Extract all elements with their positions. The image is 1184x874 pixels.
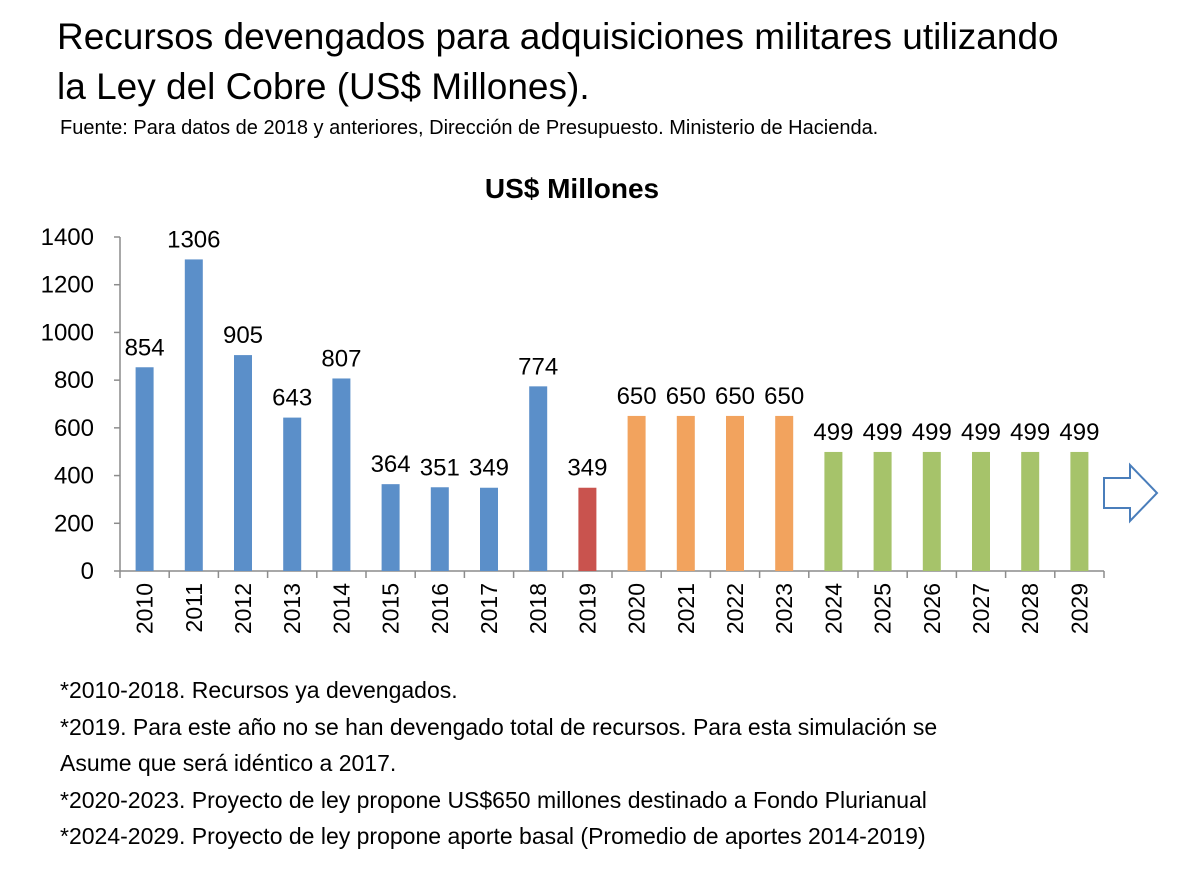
- data-label-2016: 351: [420, 454, 460, 481]
- data-label-2025: 499: [863, 419, 903, 446]
- right-arrow-icon: [1103, 462, 1159, 524]
- x-tick-label-2024: 2024: [820, 583, 846, 634]
- bar-2014: [332, 378, 351, 571]
- source-note: Fuente: Para datos de 2018 y anteriores,…: [60, 117, 879, 139]
- data-label-2027: 499: [961, 419, 1001, 446]
- x-tick-label-2025: 2025: [870, 583, 896, 634]
- bar-2020: [627, 415, 646, 571]
- bar-2021: [676, 415, 695, 571]
- x-tick-label-2014: 2014: [328, 583, 354, 634]
- x-tick-label-2020: 2020: [624, 583, 650, 634]
- y-tick-label: 200: [54, 510, 94, 537]
- data-label-2026: 499: [912, 419, 952, 446]
- data-label-2015: 364: [371, 451, 411, 478]
- chart-y-tick-labels: 0 200 400 600 800 1000 1200 1400: [41, 224, 94, 585]
- data-label-2019: 349: [567, 455, 607, 482]
- y-tick-label: 1400: [41, 224, 94, 251]
- x-tick-label-2019: 2019: [574, 583, 600, 634]
- x-tick-label-2013: 2013: [279, 583, 305, 634]
- chart-inner-title: US$ Millones: [485, 173, 659, 204]
- data-label-2024: 499: [813, 419, 853, 446]
- data-label-2014: 807: [321, 345, 361, 372]
- x-tick-label-2023: 2023: [771, 583, 797, 634]
- x-tick-label-2026: 2026: [919, 583, 945, 634]
- bar-2029: [1070, 451, 1089, 571]
- x-tick-label-2017: 2017: [476, 583, 502, 634]
- data-label-2028: 499: [1010, 419, 1050, 446]
- data-label-2029: 499: [1059, 419, 1099, 446]
- footnote-1: *2010-2018. Recursos ya devengados.: [60, 677, 458, 703]
- x-tick-label-2021: 2021: [673, 583, 699, 634]
- title-line-2: la Ley del Cobre (US$ Millones).: [57, 66, 590, 107]
- x-tick-label-2012: 2012: [230, 583, 256, 634]
- x-tick-label-2018: 2018: [525, 583, 551, 634]
- chart-bars: [135, 259, 1089, 571]
- bar-2025: [873, 451, 892, 571]
- x-tick-label-2022: 2022: [722, 583, 748, 634]
- y-tick-label: 0: [81, 558, 94, 585]
- x-tick-label-2010: 2010: [132, 583, 158, 634]
- x-tick-label-2015: 2015: [378, 583, 404, 634]
- bar-2019: [578, 487, 597, 571]
- data-label-2021: 650: [666, 383, 706, 410]
- data-label-2020: 650: [617, 383, 657, 410]
- bar-2018: [529, 386, 548, 571]
- data-label-2018: 774: [518, 353, 558, 380]
- bar-2024: [824, 451, 843, 571]
- data-label-2023: 650: [764, 383, 804, 410]
- bar-2022: [726, 415, 744, 571]
- data-label-2012: 905: [223, 322, 263, 349]
- bar-2028: [1021, 451, 1040, 571]
- data-label-2010: 854: [125, 334, 165, 361]
- bar-2010: [135, 367, 154, 571]
- chart-x-tick-labels: 2010 2011 2012 2013 2014 2015 2016 2017 2018 2019…: [132, 583, 1093, 634]
- bar-2023: [775, 415, 794, 571]
- y-tick-label: 800: [54, 367, 94, 394]
- bar-2015: [381, 484, 400, 571]
- x-tick-label-2011: 2011: [181, 583, 207, 632]
- bar-2026: [922, 451, 941, 571]
- footnotes: *2010-2018. Recursos ya devengados. *201…: [60, 672, 937, 855]
- bar-2027: [972, 451, 990, 571]
- bar-2011: [184, 259, 203, 571]
- footnote-2-cont: Asume que será idéntico a 2017.: [60, 750, 397, 776]
- bar-2013: [283, 417, 302, 571]
- x-tick-label-2029: 2029: [1066, 583, 1092, 634]
- y-tick-label: 1200: [41, 272, 94, 299]
- data-label-2013: 643: [272, 385, 312, 412]
- x-tick-label-2016: 2016: [427, 583, 453, 634]
- footnote-4: *2024-2029. Proyecto de ley propone apor…: [60, 823, 926, 849]
- data-label-2017: 349: [469, 455, 509, 482]
- chart-data-labels: 854 1306 905 643 807 364 351 349 774 349 650 650 650…: [125, 226, 1100, 481]
- bar-2016: [430, 487, 449, 571]
- data-label-2011: 1306: [167, 226, 220, 253]
- y-tick-label: 1000: [41, 319, 94, 346]
- y-tick-label: 600: [54, 415, 94, 442]
- chart-title-block: Recursos devengados para adquisiciones m…: [57, 12, 1157, 112]
- chart-axes: [114, 236, 1105, 578]
- data-label-2022: 650: [715, 383, 755, 410]
- footnote-2: *2019. Para este año no se han devengado…: [60, 713, 938, 740]
- bar-chart: US$ Millones 854 1306 905 643 807 364 351 349 77…: [41, 173, 1159, 634]
- y-tick-label: 400: [54, 463, 94, 490]
- title-line-1: Recursos devengados para adquisiciones m…: [57, 16, 1059, 57]
- bar-2012: [234, 355, 252, 571]
- x-tick-label-2027: 2027: [968, 583, 994, 634]
- bar-2017: [480, 487, 498, 571]
- x-tick-label-2028: 2028: [1017, 583, 1043, 634]
- footnote-3: *2020-2023. Proyecto de ley propone US$6…: [60, 786, 927, 813]
